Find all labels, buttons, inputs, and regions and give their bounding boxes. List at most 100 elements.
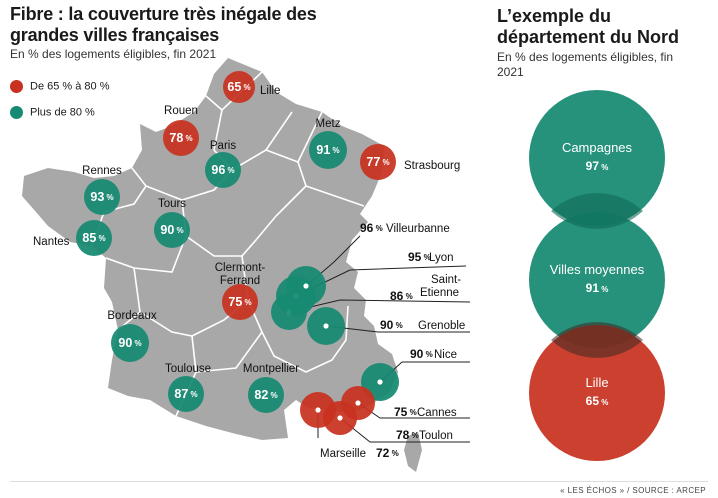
city-value-label: 82 % bbox=[254, 388, 277, 402]
city-marker-toulouse: Toulouse 87 % bbox=[165, 363, 211, 412]
legend-item-green: Plus de 80 % bbox=[10, 106, 95, 119]
legend-label: De 65 % à 80 % bbox=[30, 80, 110, 93]
city-value-label: 96 % bbox=[360, 221, 383, 235]
city-value-label: 90 % bbox=[410, 347, 433, 361]
city-marker-bordeaux: Bordeaux 90 % bbox=[107, 310, 157, 362]
nord-subtitle: En % des logements éligibles, fin 2021 bbox=[497, 50, 674, 79]
city-name-label: Marseille bbox=[320, 448, 366, 460]
green-legend-swatch bbox=[10, 106, 23, 119]
city-name-label: Nantes bbox=[33, 236, 70, 248]
city-name-label: Villeurbanne bbox=[386, 223, 450, 235]
nord-bubble-villes-moyennes: Villes moyennes 91 % bbox=[529, 212, 665, 348]
city-marker-rouen: Rouen 78 % bbox=[163, 105, 199, 156]
nord-overlap-2 bbox=[551, 322, 643, 358]
city-bubble bbox=[360, 144, 396, 180]
city-value-label: 93 % bbox=[90, 190, 113, 204]
red-legend-swatch bbox=[10, 80, 23, 93]
city-value-label: 86 % bbox=[390, 289, 413, 303]
city-marker-montpellier: Montpellier 82 % bbox=[243, 363, 299, 413]
city-name-label: Lyon bbox=[429, 252, 454, 264]
city-name-label: Cannes bbox=[417, 407, 457, 419]
nord-name-label: Campagnes bbox=[562, 140, 633, 155]
city-marker-tours: Tours 90 % bbox=[154, 198, 190, 248]
city-bubble bbox=[84, 179, 120, 215]
city-dot bbox=[355, 400, 361, 406]
city-bubble bbox=[222, 284, 258, 320]
city-name-label: Saint-Etienne bbox=[420, 274, 461, 299]
nord-circle bbox=[529, 212, 665, 348]
legend-label: Plus de 80 % bbox=[30, 106, 95, 119]
city-name-label: Bordeaux bbox=[107, 310, 156, 322]
nord-value-label: 65 % bbox=[586, 394, 609, 408]
city-name-label: Toulouse bbox=[165, 363, 211, 375]
city-value-label: 91 % bbox=[316, 143, 339, 157]
source-footer: « LES ÉCHOS » / SOURCE : ARCEP bbox=[560, 486, 706, 495]
city-bubble bbox=[76, 220, 112, 256]
city-bubble bbox=[111, 324, 149, 362]
legend-item-red: De 65 % à 80 % bbox=[10, 80, 110, 93]
city-marker-rennes: Rennes 93 % bbox=[82, 165, 122, 215]
city-marker-paris: Paris 96 % bbox=[205, 140, 241, 188]
city-bubble bbox=[248, 377, 284, 413]
city-name-label: Strasbourg bbox=[404, 160, 460, 172]
city-dot bbox=[337, 415, 343, 421]
city-name-label: Lille bbox=[260, 85, 280, 97]
city-name-label: Tours bbox=[158, 198, 186, 210]
city-value-label: 78 % bbox=[396, 428, 419, 442]
nord-name-label: Lille bbox=[585, 375, 608, 390]
city-marker-clermont-ferrand: Clermont-Ferrand 75 % bbox=[215, 262, 266, 320]
city-marker-nantes: Nantes 85 % bbox=[33, 220, 112, 256]
city-name-label: Nice bbox=[434, 349, 457, 361]
city-value-label: 90 % bbox=[160, 223, 183, 237]
city-value-label: 96 % bbox=[211, 163, 234, 177]
city-value-label: 87 % bbox=[174, 387, 197, 401]
city-dot bbox=[377, 379, 383, 385]
city-dot bbox=[303, 283, 309, 289]
city-bubble bbox=[168, 376, 204, 412]
city-value-label: 75 % bbox=[228, 295, 251, 309]
nord-value-label: 97 % bbox=[586, 159, 609, 173]
nord-circle bbox=[529, 325, 665, 461]
city-value-label: 95 % bbox=[408, 250, 431, 264]
city-name-label: Rouen bbox=[164, 105, 198, 117]
nord-bubble-campagnes: Campagnes 97 % bbox=[529, 90, 665, 226]
nord-title: L’exemple du département du Nord bbox=[497, 6, 680, 47]
city-value-label: 72 % bbox=[376, 446, 399, 460]
city-name-label: Metz bbox=[316, 118, 341, 130]
city-dot bbox=[323, 323, 329, 329]
city-marker-metz: Metz 91 % bbox=[309, 118, 347, 169]
city-value-label: 90 % bbox=[118, 336, 141, 350]
main-title: Fibre : la couverture très inégale des g… bbox=[10, 4, 317, 45]
nord-overlap-1 bbox=[551, 193, 643, 229]
city-marker-lille: Lille 65 % bbox=[223, 71, 280, 103]
city-bubble bbox=[163, 120, 199, 156]
city-name-label: Paris bbox=[210, 140, 236, 152]
city-name-label: Clermont-Ferrand bbox=[215, 262, 266, 287]
city-value-label: 78 % bbox=[169, 131, 192, 145]
city-value-label: 75 % bbox=[394, 405, 417, 419]
city-bubble bbox=[309, 131, 347, 169]
city-value-label: 85 % bbox=[82, 231, 105, 245]
city-name-label: Montpellier bbox=[243, 363, 299, 375]
city-bubble bbox=[154, 212, 190, 248]
city-name-label: Grenoble bbox=[418, 320, 465, 332]
city-value-label: 90 % bbox=[380, 318, 403, 332]
nord-value-label: 91 % bbox=[586, 281, 609, 295]
footer-divider bbox=[10, 481, 708, 482]
city-name-label: Rennes bbox=[82, 165, 122, 177]
city-value-label: 65 % bbox=[227, 80, 250, 94]
city-marker-grenoble: Grenoble 90 % bbox=[307, 307, 465, 345]
nord-name-label: Villes moyennes bbox=[550, 262, 645, 277]
city-bubble bbox=[205, 152, 241, 188]
city-dot bbox=[315, 407, 321, 413]
nord-bubble-lille: Lille 65 % bbox=[529, 325, 665, 461]
main-subtitle: En % des logements éligibles, fin 2021 bbox=[10, 47, 217, 61]
city-marker-strasbourg: Strasbourg 77 % bbox=[360, 144, 460, 180]
city-bubble bbox=[223, 71, 255, 103]
city-value-label: 77 % bbox=[366, 155, 389, 169]
nord-circle bbox=[529, 90, 665, 226]
city-name-label: Toulon bbox=[419, 430, 453, 442]
